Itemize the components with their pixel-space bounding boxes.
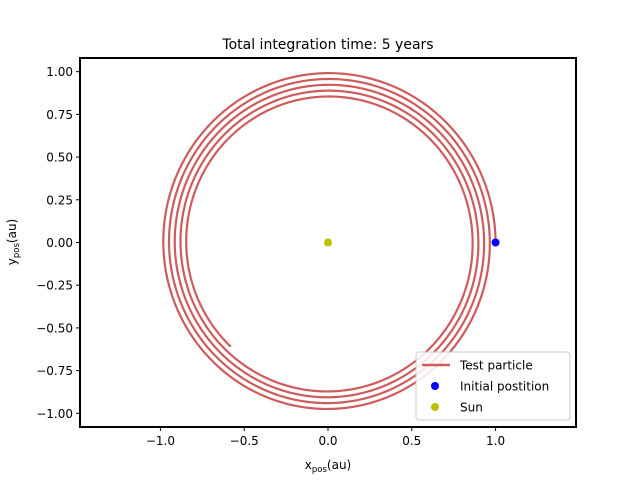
x-tick-label: 0.0 <box>318 434 337 448</box>
legend-label-initial-position: Initial postition <box>460 380 549 394</box>
y-tick-label: 0.50 <box>46 151 73 165</box>
legend-swatch-initial-position <box>431 382 439 390</box>
legend-label-sun: Sun <box>460 401 483 415</box>
x-tick-label: 0.5 <box>402 434 421 448</box>
y-tick-label: 0.75 <box>46 108 73 122</box>
legend-label-test-particle: Test particle <box>459 359 533 373</box>
legend-box <box>415 351 571 421</box>
x-tick-label: −0.5 <box>230 434 259 448</box>
initial-position-point <box>491 238 500 247</box>
legend: Test particle Initial postition Sun <box>415 351 571 421</box>
y-axis-label: ypos(au) <box>5 219 22 265</box>
x-axis-label: xpos(au) <box>305 458 351 475</box>
legend-swatch-sun <box>431 403 439 411</box>
sun-point <box>324 238 332 247</box>
plot-frame <box>79 57 577 428</box>
y-tick-label: 0.25 <box>46 193 73 207</box>
y-tick-label: 0.00 <box>46 236 73 250</box>
y-tick-label: −0.25 <box>36 279 73 293</box>
x-axis: −1.0 −0.5 0.0 0.5 1.0 <box>146 427 505 448</box>
chart-title: Total integration time: 5 years <box>221 37 433 53</box>
x-tick-label: −1.0 <box>146 434 175 448</box>
y-tick-label: 1.00 <box>46 65 73 79</box>
y-tick-label: −1.00 <box>36 407 73 421</box>
y-tick-label: −0.50 <box>36 321 73 335</box>
y-tick-label: −0.75 <box>36 364 73 378</box>
x-tick-label: 1.0 <box>486 434 505 448</box>
y-axis: 1.00 0.75 0.50 0.25 0.00 −0.25 −0.50 −0.75 −1.00 <box>36 65 80 421</box>
